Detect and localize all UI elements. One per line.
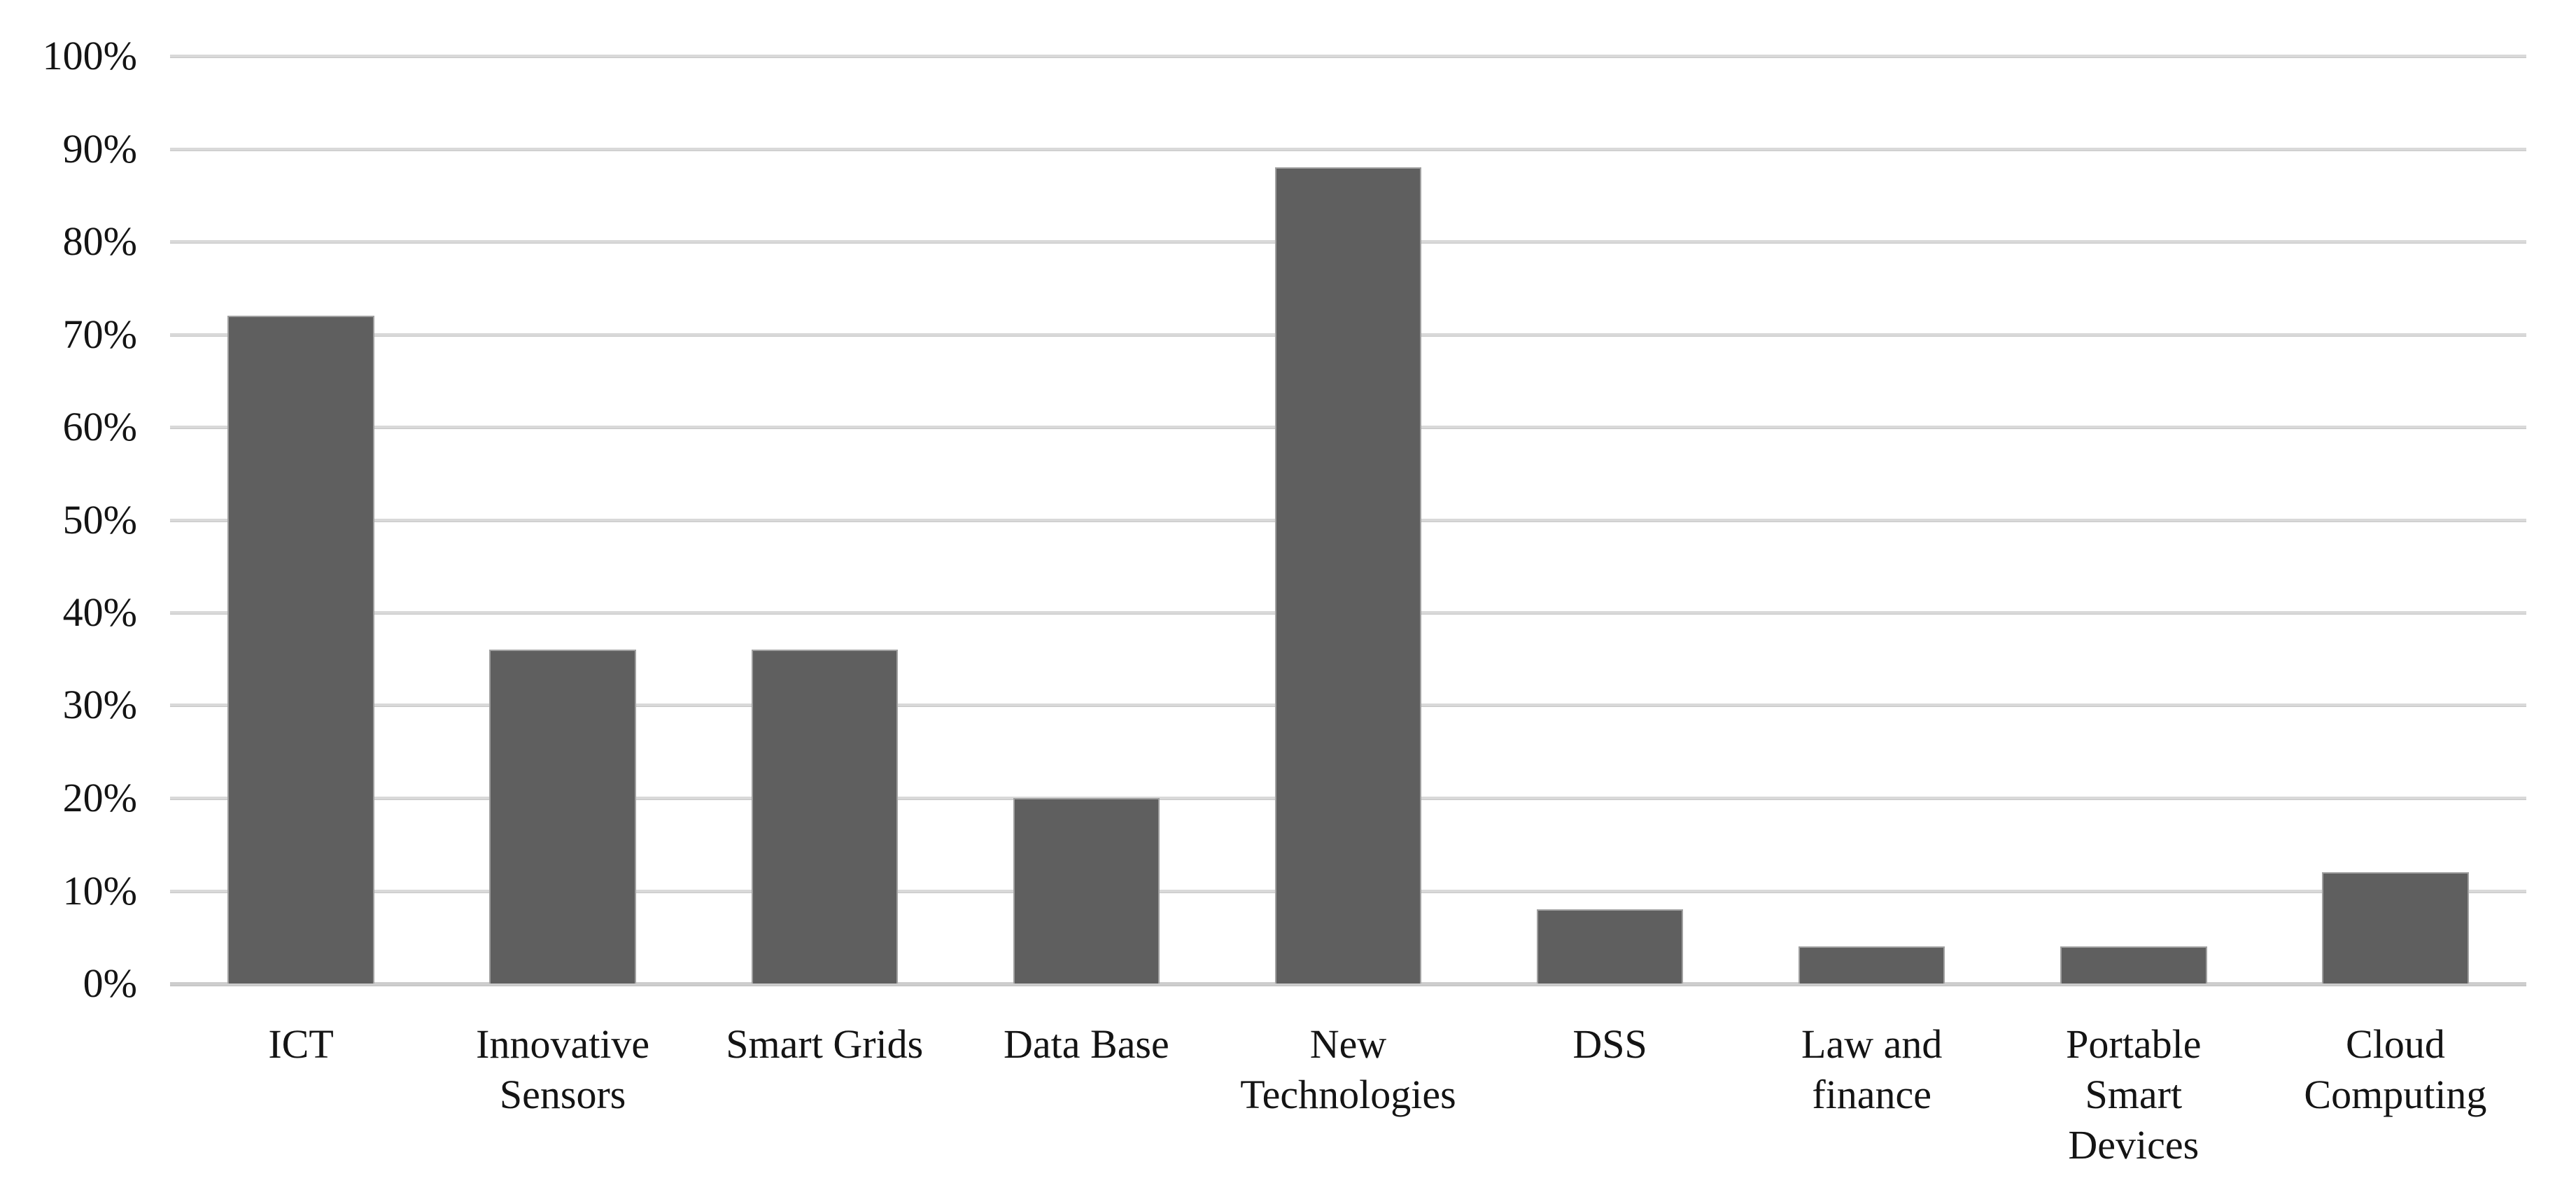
gridline-100 (170, 55, 2526, 58)
bar-portable-smart-devices (2060, 946, 2207, 983)
category-label-line: Devices (2068, 1122, 2200, 1168)
category-label-innovative-sensors: Innovative Sensors (432, 1019, 694, 1170)
bar-slot-cloud-computing (2265, 56, 2526, 983)
bar-cloud-computing (2322, 872, 2469, 983)
category-label-line: DSS (1572, 1021, 1647, 1067)
category-label-line: finance (1812, 1072, 1932, 1117)
y-tick-label-10: 10% (62, 868, 137, 913)
x-axis-category-labels: ICT Innovative Sensors Smart Grids Data Base… (170, 1019, 2526, 1170)
category-label-line: Smart Grids (726, 1021, 924, 1067)
bar-data-base (1013, 798, 1160, 983)
y-tick-label-60: 60% (62, 404, 137, 449)
y-tick-label-100: 100% (42, 33, 137, 78)
category-label-cloud-computing: Cloud Computing (2265, 1019, 2526, 1170)
y-tick-label-40: 40% (62, 589, 137, 635)
category-label-line: ICT (268, 1021, 334, 1067)
bar-slot-data-base (955, 56, 1217, 983)
category-label-line: Sensors (499, 1072, 626, 1117)
gridline-90 (170, 148, 2526, 151)
y-tick-label-70: 70% (62, 312, 137, 357)
category-label-line: Cloud (2346, 1021, 2445, 1067)
bar-law-and-finance (1798, 946, 1945, 983)
bar-slot-new-technologies (1217, 56, 1479, 983)
bar-slot-portable-smart-devices (2003, 56, 2265, 983)
bar-slot-innovative-sensors (432, 56, 694, 983)
bar-slot-law-and-finance (1741, 56, 2003, 983)
category-label-dss: DSS (1479, 1019, 1741, 1170)
y-tick-label-30: 30% (62, 682, 137, 727)
y-tick-label-90: 90% (62, 126, 137, 172)
category-label-line: Innovative (476, 1021, 650, 1067)
category-label-line: New (1309, 1021, 1387, 1067)
x-axis-line (170, 982, 2526, 986)
bar-smart-grids (751, 650, 899, 983)
category-label-line: Law and (1801, 1021, 1943, 1067)
bar-innovative-sensors (489, 650, 636, 983)
y-tick-label-20: 20% (62, 775, 137, 820)
bar-new-technologies (1274, 167, 1422, 983)
bar-slot-dss (1479, 56, 1741, 983)
category-label-smart-grids: Smart Grids (694, 1019, 955, 1170)
y-tick-label-0: 0% (83, 960, 137, 1006)
category-label-line: Data Base (1004, 1021, 1169, 1067)
category-label-new-technologies: New Technologies (1217, 1019, 1479, 1170)
category-label-data-base: Data Base (955, 1019, 1217, 1170)
bar-dss (1536, 909, 1684, 983)
plot-area (170, 55, 2526, 986)
category-label-ict: ICT (170, 1019, 432, 1170)
category-label-line: Portable (2066, 1021, 2202, 1067)
bar-ict (227, 316, 374, 983)
bar-series (170, 56, 2526, 983)
category-label-portable-smart-devices: Portable Smart Devices (2003, 1019, 2265, 1170)
category-label-line: Computing (2304, 1072, 2487, 1117)
bar-slot-ict (170, 56, 432, 983)
category-label-law-and-finance: Law and finance (1741, 1019, 2003, 1170)
category-label-line: Technologies (1240, 1072, 1456, 1117)
y-tick-label-50: 50% (62, 497, 137, 542)
category-label-line: Smart (2085, 1072, 2183, 1117)
bar-slot-smart-grids (694, 56, 955, 983)
y-tick-label-80: 80% (62, 218, 137, 264)
